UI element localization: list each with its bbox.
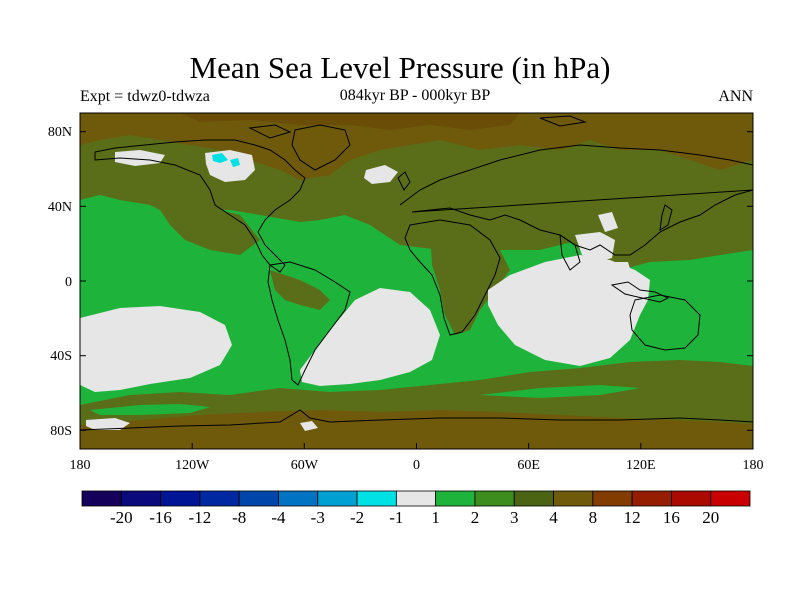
colorbar-label: -8 [232,508,246,527]
lat-tick-label: 80N [48,125,72,140]
lon-tick-label: 120W [175,458,210,473]
pressure-field [80,113,753,449]
field-namerica-olive [160,205,260,255]
colorbar-label: -4 [271,508,286,527]
colorbar-label: 16 [663,508,680,527]
colorbar-swatch [356,490,397,507]
field-southern-green [90,404,210,415]
colorbar-swatch [81,490,122,507]
colorbar-swatch [592,490,633,507]
field-arctic-brown [180,113,520,130]
field-southern-green2 [480,385,640,398]
field-wpac-white [612,262,632,280]
colorbar-label: -20 [110,508,133,527]
colorbar-swatch [120,490,161,507]
colorbar-swatch [238,490,279,507]
field-natl-white [364,165,398,184]
colorbar-label: 3 [510,508,519,527]
colorbar-swatch [278,490,319,507]
field-antarctic-white2 [300,421,318,431]
colorbar-swatch [395,490,437,507]
field-greenland-cyan [212,153,228,163]
field-satl-white [300,288,440,386]
colorbar-label: 20 [702,508,719,527]
lon-tick-label: 0 [413,458,420,473]
colorbar-swatch [199,490,240,507]
colorbar: -20 -16 -12 -8 -4 -3 -2 -1 1 2 3 4 8 12 16 20 [81,490,751,527]
field-greenland-cyan2 [230,158,240,167]
colorbar-label: 1 [431,508,440,527]
colorbar-label: -3 [311,508,325,527]
lon-tick-label: 120E [626,458,656,473]
time-range-label: 084kyr BP - 000kyr BP [339,87,491,104]
field-samerica-olive [270,270,330,310]
colorbar-label: 2 [471,508,480,527]
colorbar-swatch [435,490,476,507]
colorbar-label: 4 [549,508,558,527]
colorbar-label: -1 [389,508,403,527]
field-spac-white [80,306,232,392]
field-africa-olive [430,230,510,335]
colorbar-swatch [474,490,515,507]
season-label: ANN [718,88,753,105]
field-indian-white [488,255,650,366]
colorbar-label: -2 [350,508,364,527]
colorbar-swatch [317,490,358,507]
latitude-axis: 80N 40N 0 40S 80S [48,125,753,439]
colorbar-swatch [553,490,594,507]
colorbar-label: 12 [624,508,641,527]
colorbar-swatch [671,490,712,507]
field-scs-white [598,212,618,232]
chart-title: Mean Sea Level Pressure (in hPa) [189,50,611,85]
field-antarctic-white [86,418,130,430]
colorbar-swatch [513,490,554,507]
lat-tick-label: 80S [50,424,72,439]
lon-tick-label: 60E [517,458,540,473]
colorbar-swatch [710,490,751,507]
colorbar-swatch [631,490,672,507]
field-north-brown [80,113,753,180]
field-npac-white [115,150,165,166]
colorbar-label: -16 [149,508,172,527]
coastlines [80,115,753,431]
lat-tick-label: 40S [50,349,72,364]
colorbar-label: 8 [589,508,598,527]
colorbar-label: -12 [189,508,212,527]
lat-tick-label: 0 [65,275,72,290]
longitude-axis: 180 120W 60W 0 60E 120E 180 [70,443,764,473]
colorbar-swatch [160,490,201,507]
lon-tick-label: 60W [291,458,319,473]
lon-tick-label: 180 [743,458,764,473]
lon-tick-label: 180 [70,458,91,473]
experiment-label: Expt = tdwz0-tdwza [80,88,210,105]
lat-tick-label: 40N [48,200,72,215]
